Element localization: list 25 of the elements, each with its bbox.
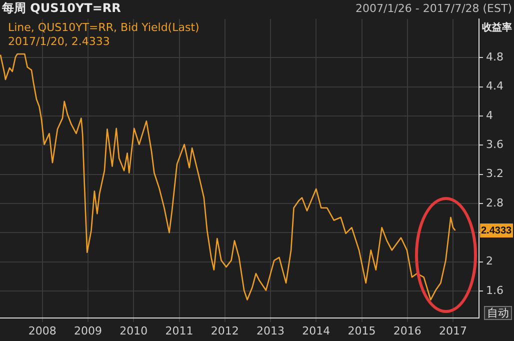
x-tick-label: 2008: [28, 324, 56, 338]
text: 2.4333: [481, 226, 512, 237]
x-tick-label: 2009: [74, 324, 102, 338]
y-tick-label: 3.6: [486, 138, 504, 152]
x-tick-label: 2014: [302, 324, 330, 338]
chart-title: 每周 QUS10YT=RR: [1, 1, 121, 16]
y-tick-label: 1.6: [486, 284, 504, 297]
y-tick-label: 4: [486, 108, 493, 122]
y-tick-label: 3.2: [486, 167, 504, 180]
y-tick-label: 2.8: [486, 196, 504, 210]
y-tick-label: 4.8: [486, 50, 504, 64]
y-tick-label: 4.4: [486, 80, 504, 93]
x-tick-label: 2012: [210, 324, 239, 338]
x-tick-label: 2010: [120, 324, 148, 338]
x-tick-label: 2016: [393, 324, 422, 338]
annotation: 2017/1/20, 2.4333: [8, 34, 110, 48]
x-tick-label: 2015: [348, 324, 376, 338]
chart-subtitle: 2007/1/26 - 2017/7/28 (EST): [356, 2, 512, 15]
x-tick-label: 2013: [256, 324, 285, 338]
x-tick-label: 2011: [165, 324, 194, 338]
y-axis-title: 收益率: [482, 22, 512, 34]
text: 自动: [487, 306, 509, 320]
y-tick-label: 2: [486, 254, 493, 268]
text: Line, QUS10YT=RR, Bid Yield(Last): [8, 20, 200, 34]
x-tick-label: 2017: [438, 324, 467, 338]
